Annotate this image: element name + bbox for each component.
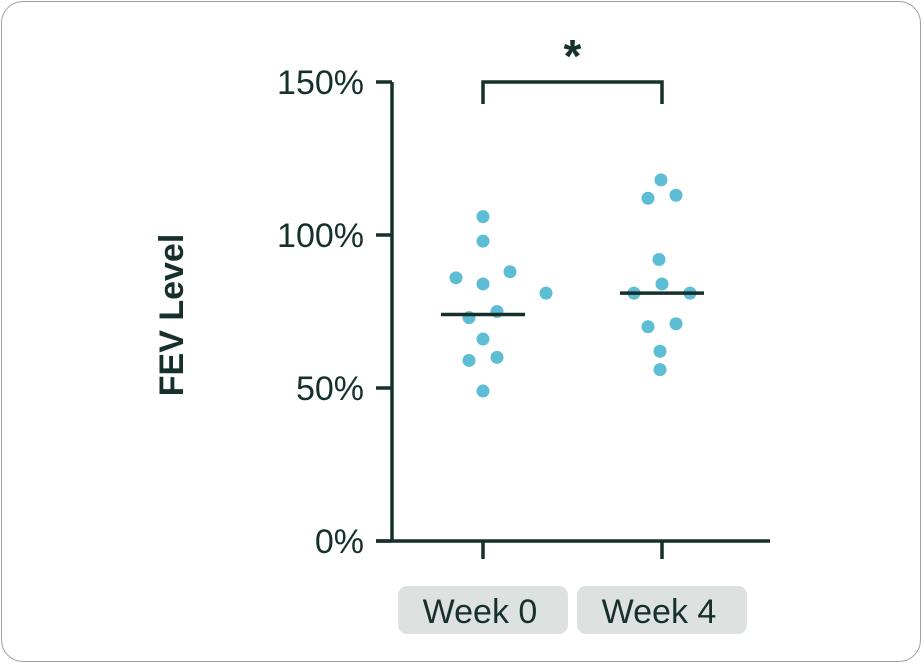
data-point-week-4: [655, 277, 669, 291]
data-point-week-4: [652, 252, 666, 266]
y-axis-label: FEV Level: [153, 234, 191, 397]
data-point-week-4: [669, 188, 683, 202]
axes: [376, 82, 770, 543]
data-point-week-0: [476, 234, 490, 248]
y-tick-label: 0%: [315, 523, 364, 561]
data-point-week-0: [462, 353, 476, 367]
y-tick-label: 100%: [277, 217, 364, 255]
data-point-week-4: [669, 317, 683, 331]
significance-star: *: [564, 30, 582, 82]
category-label-background: [398, 586, 568, 634]
data-point-week-0: [476, 384, 490, 398]
data-point-week-4: [654, 173, 668, 187]
category-label: Week 0: [423, 593, 538, 631]
data-point-week-4: [641, 191, 655, 205]
y-tick-label: 50%: [296, 370, 364, 408]
x-categories: Week 0 Week 4: [398, 541, 747, 634]
median-lines: [441, 291, 704, 317]
y-tick-label: 150%: [277, 64, 364, 102]
data-point-week-0: [476, 277, 490, 291]
data-point-week-0: [539, 286, 553, 300]
data-point-week-0: [503, 265, 517, 279]
bracket-line: [481, 80, 664, 104]
data-point-week-4: [653, 363, 667, 377]
significance-bracket: *: [481, 30, 664, 104]
category-label: Week 4: [602, 593, 717, 631]
data-point-week-4: [641, 320, 655, 334]
data-point-week-0: [490, 350, 504, 364]
data-point-week-0: [476, 332, 490, 346]
y-ticks: 0% 50% 100% 150%: [277, 64, 392, 561]
data-point-week-0: [476, 210, 490, 224]
data-point-week-0: [449, 271, 463, 285]
data-point-week-4: [653, 344, 667, 358]
data-points: [449, 173, 697, 398]
category-label-background: [577, 586, 747, 634]
